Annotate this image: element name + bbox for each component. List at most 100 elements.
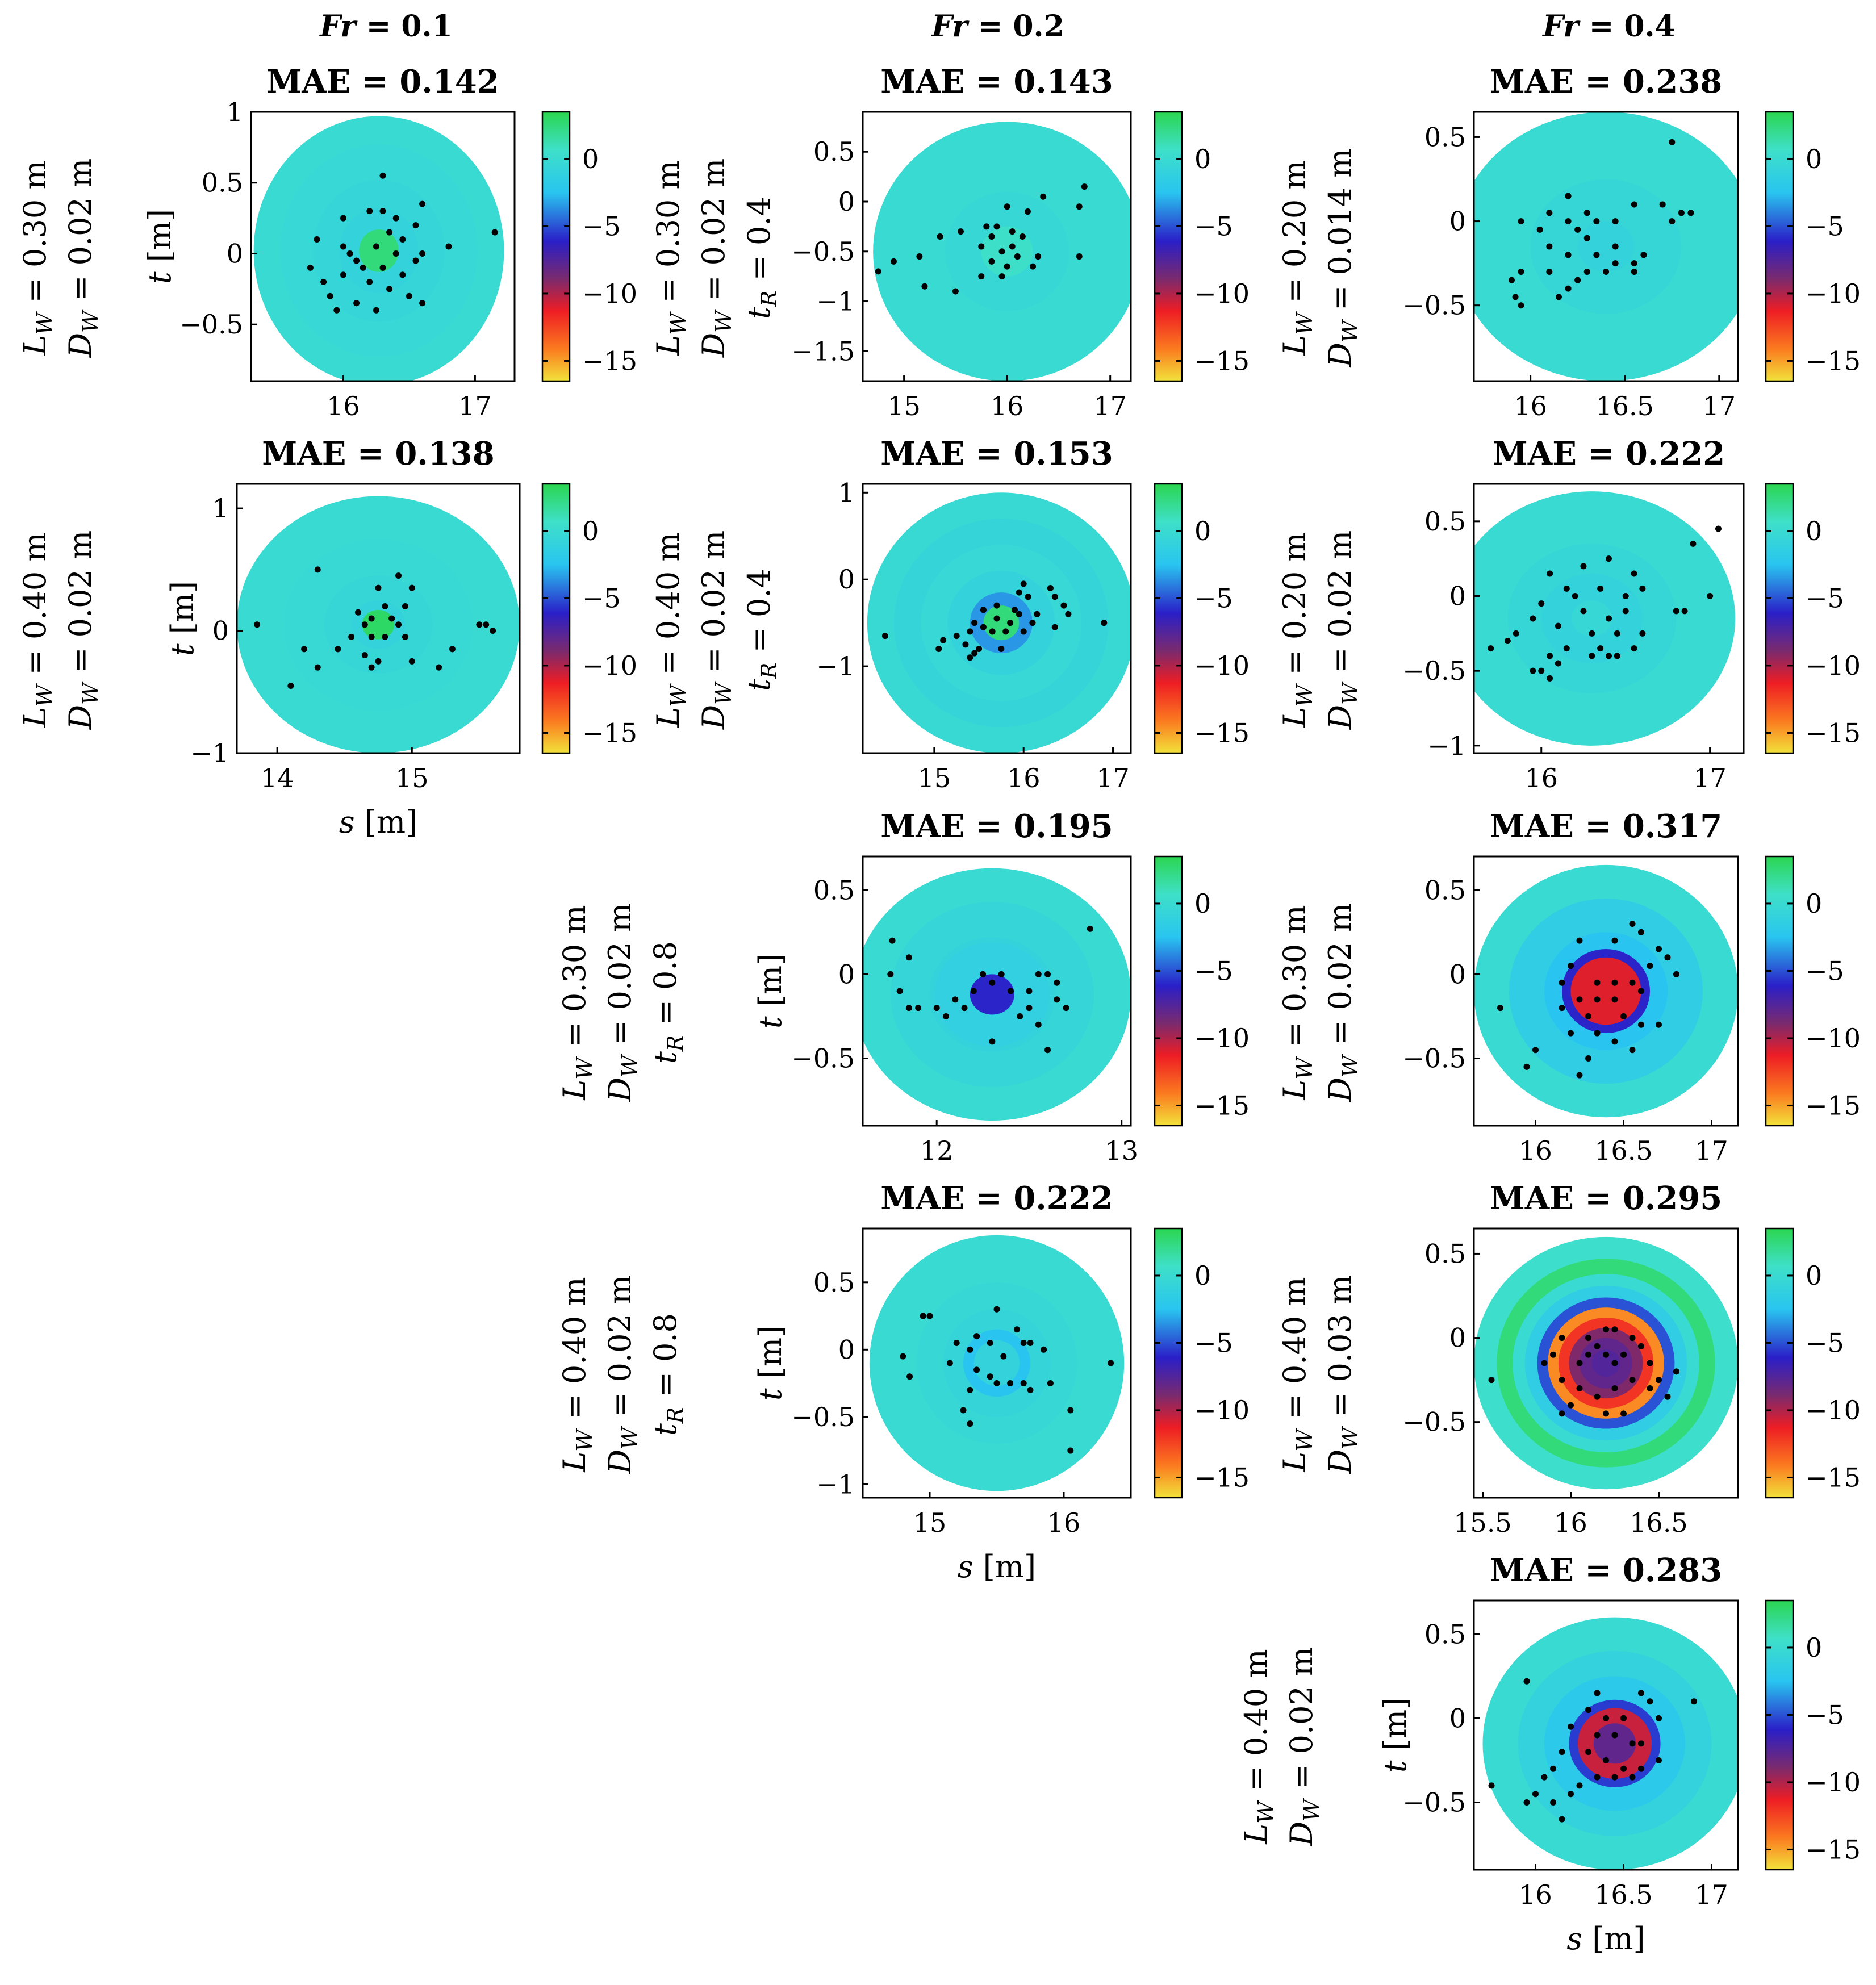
panels: 16 17 1 0.5 0 −0.5 MAE = 0.142 t [m] LW = 0.30 m… [17,63,1861,1957]
data-point [1638,1690,1644,1696]
y-tick-label: 0 [212,616,229,646]
x-tick-label: 17 [1093,391,1127,421]
data-point [1593,252,1600,258]
data-point [905,1005,912,1012]
data-point [1063,1005,1069,1012]
data-point [368,615,375,622]
data-point [998,646,1005,653]
data-point [988,233,995,240]
panel-title: MAE = 0.143 [880,63,1113,101]
data-point [1664,1393,1671,1400]
colorbar-tick-label: −10 [1194,278,1250,309]
data-point [1585,1335,1591,1342]
row-label: DW = 0.02 m [1322,530,1363,730]
data-point [1051,624,1058,630]
data-point [1603,1757,1609,1763]
plot-area [867,492,1131,753]
data-point [1014,253,1021,260]
data-point [937,233,943,240]
y-tick-label: 0.5 [1424,875,1466,905]
data-point [1638,1765,1644,1772]
panel-p4: 14 15 1 0 −1 MAE = 0.138 s [m] t [m] LW = 0.40 m… [17,435,637,840]
colorbar-tick-label: −15 [1194,1462,1250,1493]
data-point [320,278,327,285]
y-tick-label: −1 [816,286,855,317]
column-header-2: Fr = 0.2 [930,9,1064,44]
row-label: DW = 0.014 m [1322,149,1363,368]
data-point [1019,233,1026,240]
panel-title: MAE = 0.195 [880,808,1113,845]
data-point [314,566,321,573]
data-point [1583,235,1590,241]
data-point [1040,193,1047,200]
data-point [1518,218,1524,225]
data-point [1639,630,1646,637]
colorbar-tick-label: −15 [1194,717,1250,748]
x-tick-label: 16 [1554,1507,1587,1538]
row-label: LW = 0.30 m [1277,905,1317,1100]
data-point [1565,193,1572,199]
y-tick-label: 0.5 [202,168,243,198]
panel-title: MAE = 0.222 [880,1180,1113,1217]
data-point [1659,201,1666,208]
data-point [1585,1055,1591,1062]
colorbar-tick-label: −15 [1806,1090,1861,1121]
data-point [953,633,960,640]
data-point [1669,139,1676,145]
data-point [353,257,360,264]
x-tick-label: 15.5 [1453,1507,1511,1538]
axes-frame [862,1227,1132,1499]
y-tick-label: −1 [816,1469,855,1499]
data-point [887,971,894,977]
data-point [254,621,261,628]
data-point [1108,1360,1114,1366]
panel-p10: 15.5 16 16.5 0.5 0 −0.5 MAE = 0.295 LW = 0.40 m… [1277,1180,1861,1538]
data-point [993,615,1000,622]
data-point [1647,1385,1653,1391]
data-point [1690,540,1697,547]
data-point [1000,1353,1007,1360]
data-point [957,228,964,235]
x-tick-label: 15 [918,763,951,793]
data-point [1513,630,1519,637]
data-point [366,208,373,215]
y-tick-label: 0.5 [1424,506,1466,537]
data-point [314,664,321,671]
data-point [1004,263,1010,270]
contour-ring [359,229,399,272]
y-tick-label: −0.5 [1402,655,1466,686]
plot-area [253,116,504,381]
data-point [327,292,333,299]
data-point [340,243,346,250]
axes-frame [862,855,1132,1127]
colorbar-tick-label: −15 [1806,1462,1861,1493]
data-point [1076,203,1083,210]
data-point [1550,1351,1556,1358]
y-tick-label: 0.5 [813,875,855,905]
data-point [1691,1698,1697,1705]
data-point [1488,1377,1495,1384]
panel-p5: 15 16 17 1 0 −1 MAE = 0.153 LW = 0.40 mDW = 0.0… [650,435,1250,793]
data-point [388,615,395,622]
x-axis-label: s [m] [339,804,417,840]
data-point [1555,622,1561,629]
colorbar [1155,112,1182,381]
colorbar-tick-label: −10 [1194,1395,1250,1426]
data-point [1656,1021,1662,1028]
data-point [340,271,346,278]
colorbar-tick-label: −10 [1806,1395,1861,1426]
data-point [307,264,314,271]
data-point [1576,1360,1583,1366]
y-tick-label: 0.5 [813,1267,855,1298]
data-point [1016,589,1022,596]
data-point [1606,555,1612,562]
plot-area [1474,112,1738,381]
data-point [970,988,977,994]
data-point [375,658,382,665]
axes-frame [1473,1227,1739,1499]
y-axis-label: t [m] [1377,1698,1413,1773]
data-point [361,621,368,628]
data-point [875,268,881,275]
data-point [1638,1343,1644,1349]
y-tick-label: 0.5 [1424,1619,1466,1649]
